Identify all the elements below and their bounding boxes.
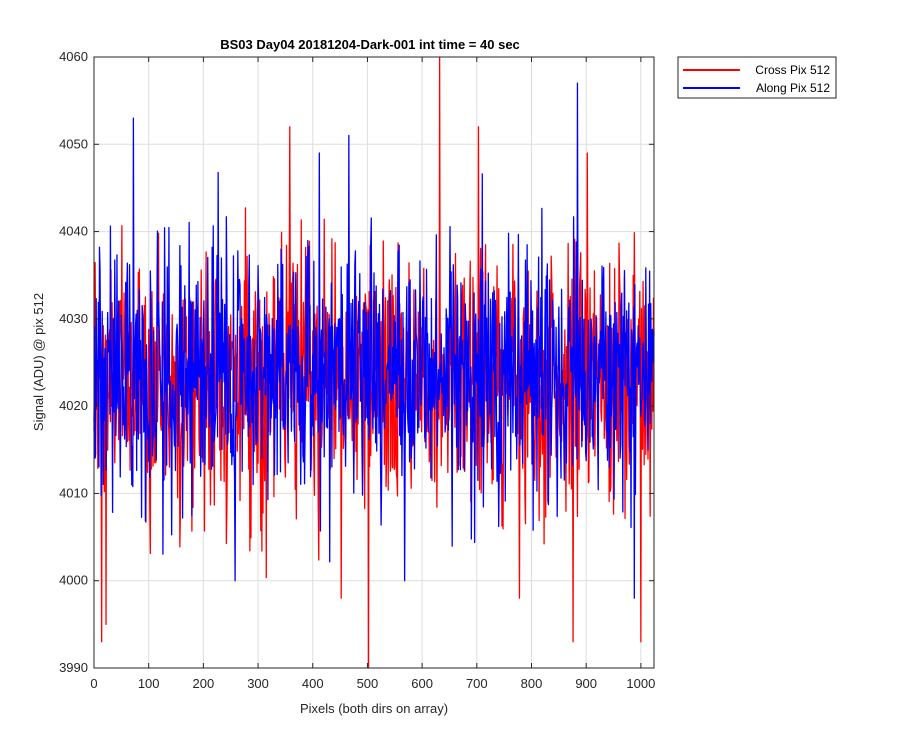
y-tick-label: 4060	[59, 49, 88, 64]
x-tick-label: 400	[302, 676, 324, 691]
series-group	[93, 56, 655, 669]
x-tick-label: 200	[193, 676, 215, 691]
ticks: 0 100 200 300 400 500 600 700 800 900 1000 3990 4000…	[59, 49, 655, 691]
y-tick-label: 3990	[59, 660, 88, 675]
y-tick-label: 4010	[59, 485, 88, 500]
y-tick-label: 4030	[59, 311, 88, 326]
y-tick-label: 4040	[59, 224, 88, 239]
x-tick-label: 300	[247, 676, 269, 691]
x-tick-label: 500	[357, 676, 379, 691]
x-tick-label: 600	[411, 676, 433, 691]
x-tick-label: 1000	[626, 676, 655, 691]
y-tick-label: 4020	[59, 398, 88, 413]
x-tick-label: 700	[466, 676, 488, 691]
chart-title: BS03 Day04 20181204-Dark-001 int time = …	[220, 37, 520, 52]
x-axis-label: Pixels (both dirs on array)	[300, 701, 448, 716]
legend-label-1: Cross Pix 512	[755, 63, 830, 77]
legend[interactable]: Cross Pix 512 Along Pix 512	[677, 56, 837, 99]
series-line-2	[93, 82, 655, 599]
y-tick-label: 4050	[59, 136, 88, 151]
x-tick-label: 900	[575, 676, 597, 691]
y-axis-label: Signal (ADU) @ pix 512	[31, 293, 46, 431]
legend-box	[677, 56, 837, 99]
x-tick-label: 100	[138, 676, 160, 691]
x-tick-label: 0	[90, 676, 97, 691]
y-tick-label: 4000	[59, 573, 88, 588]
plot-frame	[93, 56, 655, 669]
legend-label-2: Along Pix 512	[756, 81, 830, 95]
x-tick-label: 800	[521, 676, 543, 691]
